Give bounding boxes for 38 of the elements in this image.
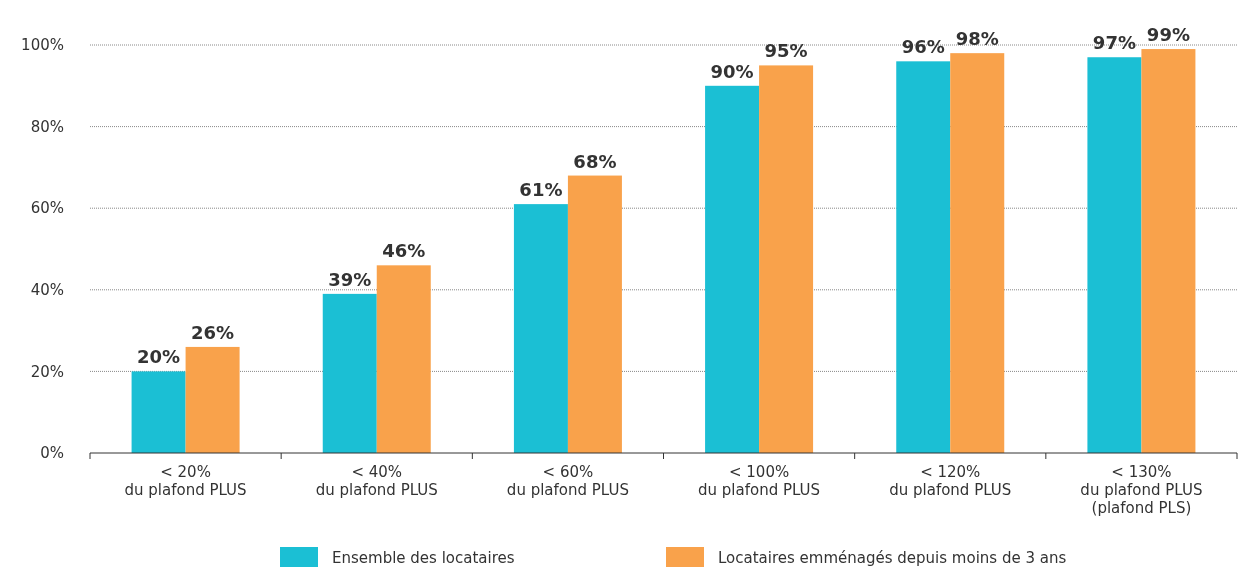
text: 90% <box>710 60 754 82</box>
bar <box>896 61 951 453</box>
bar <box>567 175 622 453</box>
text: 98% <box>955 28 999 50</box>
bar <box>1141 49 1196 453</box>
x-tick-label: < 60% du plafond PLUS <box>506 463 629 499</box>
legend-label: Ensemble des locataires <box>332 549 515 567</box>
bar <box>950 53 1005 453</box>
y-tick-label: 100% <box>21 36 64 55</box>
x-tick-label: < 100% du plafond PLUS <box>698 463 821 499</box>
y-tick-label: 40% <box>30 281 64 300</box>
bar <box>376 265 431 453</box>
bar <box>322 293 377 453</box>
text: 97% <box>1092 32 1136 54</box>
bar <box>513 204 568 453</box>
text: 26% <box>191 321 235 343</box>
text: 95% <box>764 40 808 62</box>
x-tick-label: < 120% du plafond PLUS <box>889 463 1012 499</box>
bar <box>185 346 240 453</box>
text: 39% <box>328 268 372 290</box>
bar <box>759 65 814 453</box>
bar <box>131 371 186 453</box>
text: 96% <box>901 36 945 58</box>
y-tick-label: 80% <box>30 117 64 136</box>
x-tick-label: < 40% du plafond PLUS <box>315 463 438 499</box>
x-tick-label: < 130% du plafond PLUS (plafond PLS) <box>1080 463 1203 517</box>
text: 68% <box>573 150 617 172</box>
y-tick-label: 0% <box>40 444 64 463</box>
y-tick-label: 60% <box>30 199 64 218</box>
text: 61% <box>519 179 563 201</box>
x-tick-label: < 20% du plafond PLUS <box>124 463 247 499</box>
text: 99% <box>1146 24 1190 46</box>
legend-label: Locataires emménagés depuis moins de 3 ans <box>718 549 1067 567</box>
text: 20% <box>137 346 181 368</box>
text: 46% <box>382 240 426 262</box>
y-tick-label: 20% <box>30 362 64 381</box>
bar <box>1087 57 1142 453</box>
bar <box>705 85 760 453</box>
